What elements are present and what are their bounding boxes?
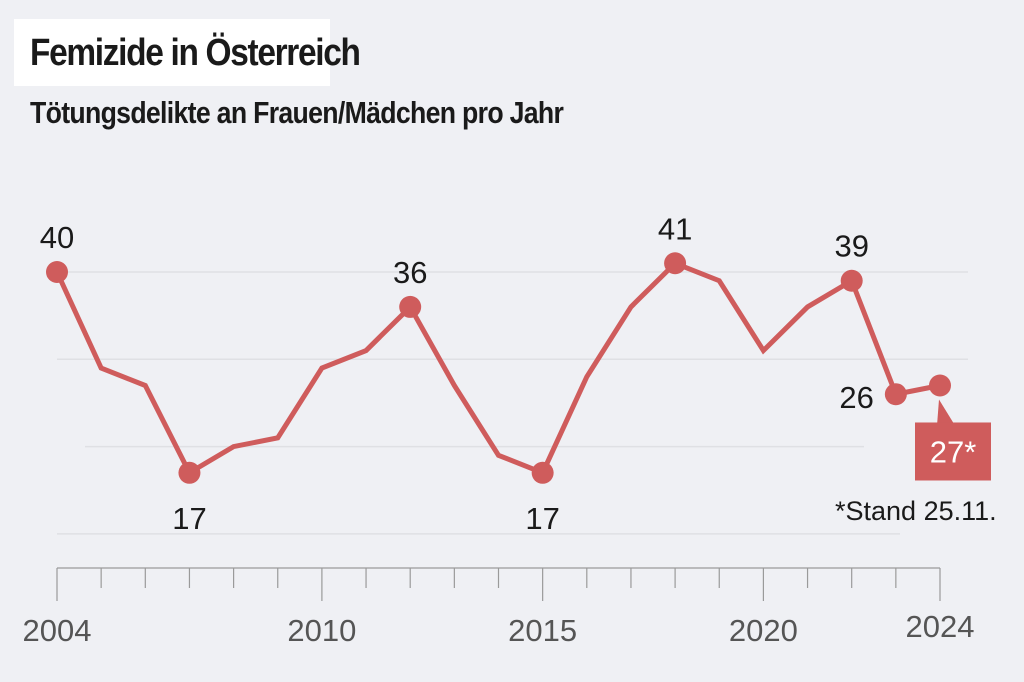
data-point-2012 <box>399 295 422 318</box>
data-label-2015: 17 <box>525 501 559 536</box>
data-label-2022: 39 <box>834 229 868 264</box>
data-label-2018: 41 <box>658 211 692 246</box>
x-tick-label-2015: 2015 <box>508 613 577 648</box>
data-point-2022 <box>840 269 863 292</box>
data-label-2007: 17 <box>172 501 206 536</box>
chart-title: Femizide in Österreich <box>30 32 361 74</box>
data-label-2012: 36 <box>393 255 427 290</box>
callout-box <box>915 422 991 481</box>
x-tick-label-2004: 2004 <box>23 613 92 648</box>
x-tick-label-2020: 2020 <box>729 613 798 648</box>
data-point-2004 <box>46 261 68 283</box>
series <box>46 252 951 484</box>
x-tick-label-2024: 2024 <box>906 609 975 644</box>
callout-pointer <box>937 399 955 426</box>
title-box <box>14 19 330 86</box>
chart-subtitle: Tötungsdelikte an Frauen/Mädchen pro Jah… <box>30 95 564 130</box>
data-label-2004: 40 <box>40 220 74 255</box>
data-point-2007 <box>178 461 201 484</box>
data-labels: 40 17 36 17 41 39 26 <box>40 211 874 536</box>
footnote: *Stand 25.11. <box>835 496 997 526</box>
x-tick-label-2010: 2010 <box>287 613 356 648</box>
callout-2024: 27* <box>915 399 991 481</box>
data-point-2023 <box>884 383 907 406</box>
gridlines <box>57 271 968 535</box>
data-point-2015 <box>531 461 554 484</box>
data-label-2023: 26 <box>839 380 873 415</box>
series-line <box>54 260 941 477</box>
callout-label: 27* <box>930 434 977 469</box>
x-axis: 2004 2010 2015 2020 2024 <box>23 567 975 648</box>
data-point-2018 <box>664 252 687 275</box>
data-point-2024 <box>929 374 951 397</box>
